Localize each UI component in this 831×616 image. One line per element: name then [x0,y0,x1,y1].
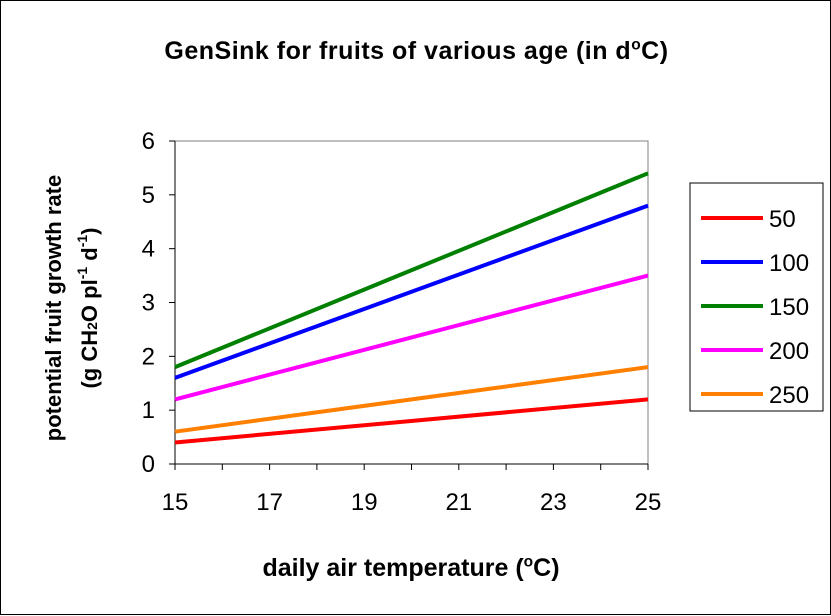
legend-label-200: 200 [769,338,809,365]
y-tick-label: 4 [142,236,155,263]
series-line-100 [174,203,649,380]
legend-label-100: 100 [769,250,809,277]
plot-border [174,140,649,465]
y-axis-label-line2: (g CH2O pl-1 d-1) [74,227,102,388]
series-line-200 [174,273,649,402]
legend-box [689,182,824,412]
legend-label-150: 150 [769,294,809,321]
x-tick-label: 25 [635,489,662,516]
x-tick-label: 21 [445,489,472,516]
series-line-50 [174,397,649,445]
legend: 50 100 150 200 250 [689,182,824,412]
series-line-250 [174,365,649,434]
x-tick-label: 19 [351,489,378,516]
y-tick-label: 0 [142,451,155,478]
y-tick-label: 5 [142,182,155,209]
series-line-150 [174,171,649,369]
x-tick-label: 17 [256,489,283,516]
y-tick-label: 2 [142,343,155,370]
x-tick-label: 15 [162,489,189,516]
y-axis-label-line1: potential fruit growth rate [41,175,66,441]
y-tick-label: 1 [142,397,155,424]
plot-area [174,171,649,445]
y-tick-label: 6 [142,128,155,155]
legend-label-250: 250 [769,382,809,409]
x-tick-label: 23 [540,489,567,516]
x-axis-label: daily air temperature (oC) [262,553,560,582]
legend-label-50: 50 [769,206,796,233]
y-axis-label: potential fruit growth rate (g CH2O pl-1… [41,175,102,441]
chart-title: GenSink for fruits of various age (in do… [164,36,669,65]
y-tick-label: 3 [142,290,155,317]
